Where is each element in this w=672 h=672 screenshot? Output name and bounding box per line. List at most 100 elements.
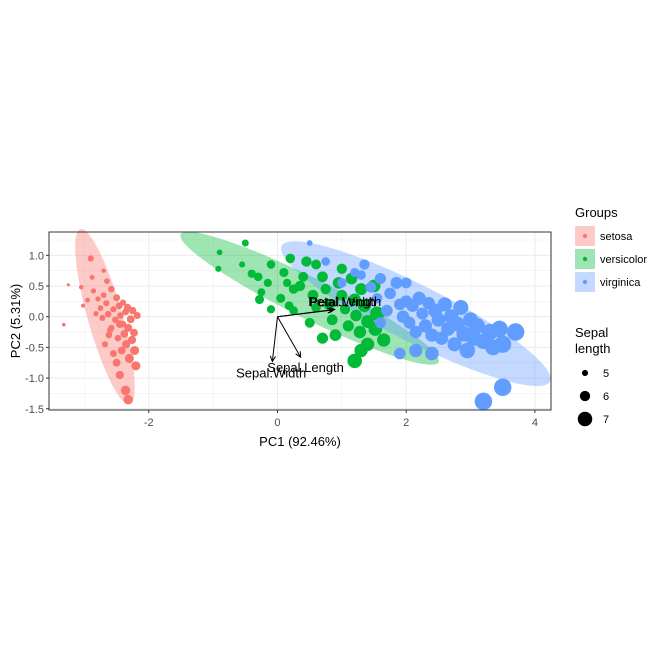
point-versicolor [339,304,351,315]
point-virginica [394,347,406,360]
point-setosa [110,306,117,313]
point-versicolor [247,269,256,278]
point-virginica [374,273,386,285]
legend-label-setosa: setosa [600,231,633,243]
point-setosa [81,303,86,308]
point-versicolor [355,283,368,296]
point-setosa [104,310,112,318]
point-setosa [119,320,127,328]
point-virginica [400,277,412,289]
point-setosa [124,323,133,332]
point-setosa [114,334,122,342]
point-virginica [409,325,423,339]
point-versicolor [239,261,246,268]
loading-arrowhead [295,351,302,359]
point-virginica [494,335,512,353]
point-setosa [61,322,66,327]
y-tick-label: -1.5 [25,404,44,416]
point-virginica [356,270,366,280]
point-setosa [90,288,97,294]
y-tick-label: -1.0 [25,373,44,385]
legend-label-virginica: virginica [600,277,641,289]
point-versicolor [348,293,361,306]
point-versicolor [266,305,276,314]
point-setosa [99,314,106,321]
point-versicolor [320,283,331,295]
size-legend-key-7 [577,411,593,427]
point-setosa [103,300,110,307]
point-setosa [115,370,124,380]
legend-label-versicolor: versicolor [600,254,647,266]
groups-legend-title: Groups [575,205,618,220]
point-setosa [100,292,107,299]
point-setosa [119,299,127,306]
size-legend-label-7: 7 [603,414,609,426]
point-setosa [117,346,126,355]
point-versicolor [282,278,292,288]
point-versicolor [377,333,391,347]
point-versicolor [326,314,338,326]
point-virginica [431,312,446,327]
point-versicolor [254,294,265,305]
y-tick-label: 0.0 [29,312,44,324]
loading-label: Sepal.Length [267,360,344,375]
point-versicolor [370,306,385,321]
point-setosa [95,296,101,302]
point-virginica [384,287,396,300]
x-tick-label: 4 [532,417,538,429]
loading-arrow [277,309,333,318]
legend-dot-setosa [582,233,588,239]
point-versicolor [285,253,296,264]
point-virginica [390,276,403,289]
point-setosa [126,315,135,324]
point-virginica [374,317,386,329]
point-setosa [85,297,91,303]
point-setosa [97,305,104,311]
loading-label: Petal.Length [308,294,381,309]
point-virginica [437,297,452,312]
point-versicolor [311,302,321,313]
size-legend-label-5: 5 [603,368,609,380]
legend-dot-virginica [582,279,588,285]
point-versicolor [216,249,223,256]
point-setosa [104,278,110,284]
size-legend-label-6: 6 [603,391,609,403]
point-virginica [372,293,383,304]
loading-arrow [277,316,302,358]
point-versicolor [263,278,272,288]
legend-dot-versicolor [582,256,588,262]
point-setosa [124,353,134,363]
loading-label: Petal.Width [309,295,375,310]
y-tick-label: 0.5 [29,281,44,293]
point-versicolor [241,239,249,247]
point-virginica [409,343,423,358]
point-versicolor [215,265,222,272]
point-setosa [112,358,121,367]
point-versicolor [307,289,319,301]
x-tick-label: 0 [274,417,280,429]
point-setosa [129,306,137,315]
size-legend-key-6 [579,390,591,402]
point-virginica [474,392,493,411]
point-setosa [120,329,129,338]
groups-legend: Groups setosa versicolor virginica [575,205,647,292]
point-setosa [109,350,117,357]
point-versicolor [347,353,362,369]
point-versicolor [342,320,354,332]
point-virginica [306,240,313,246]
axes: -2 0 2 4 -1.5 -1.0 -0.5 0.0 0.5 1.0 [25,250,538,429]
point-setosa [101,341,109,348]
point-versicolor [354,343,368,358]
point-setosa [93,310,99,317]
point-setosa [78,284,84,290]
point-setosa [89,274,95,280]
point-versicolor [301,256,312,267]
point-setosa [131,361,141,371]
point-versicolor [266,260,276,269]
point-virginica [491,320,508,338]
point-setosa [113,294,121,302]
loading-arrow [271,316,278,362]
point-virginica [321,257,331,266]
